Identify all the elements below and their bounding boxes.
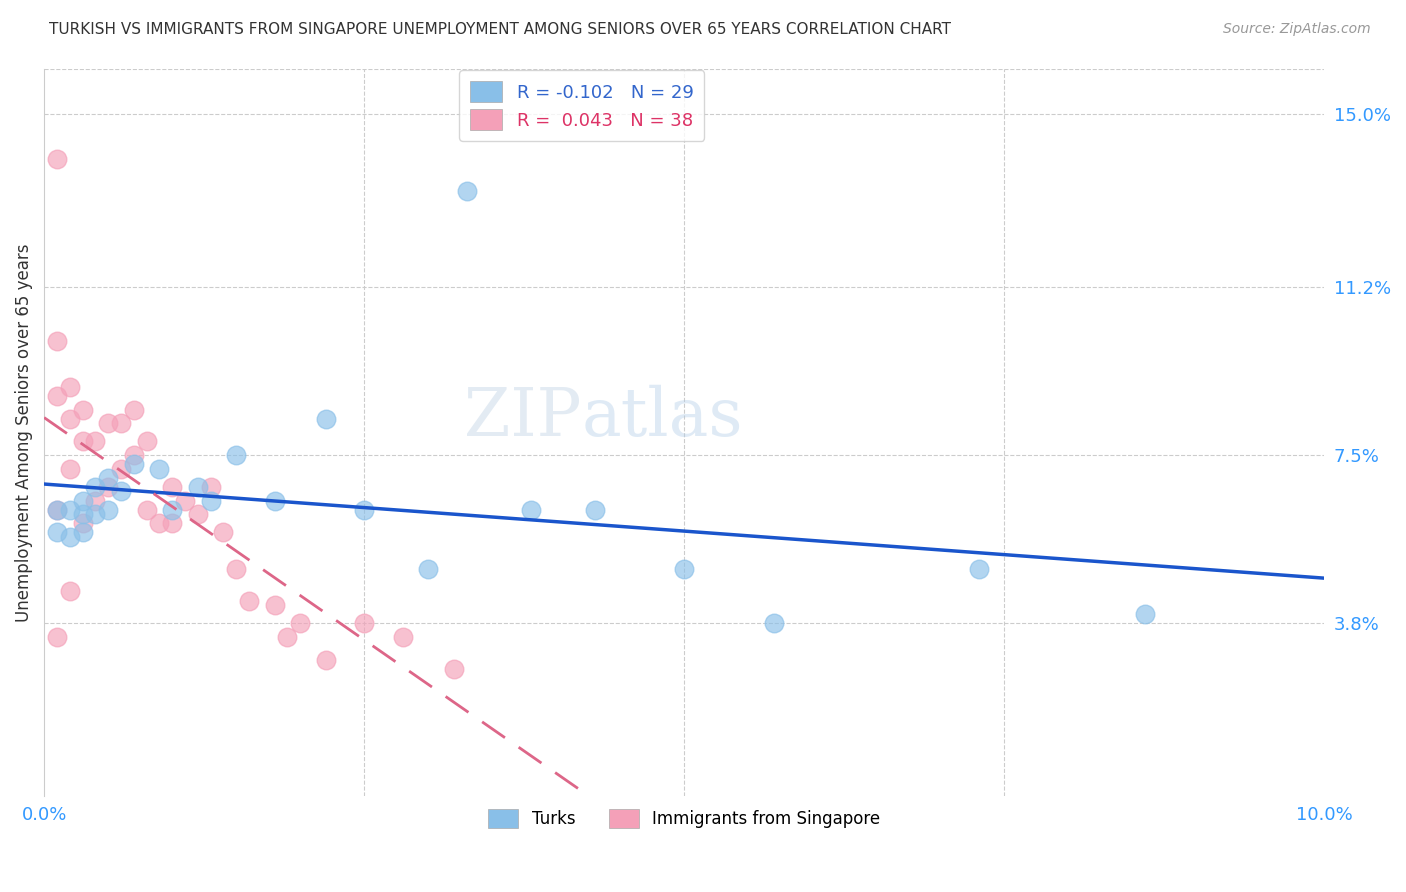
Point [59, 461, 82, 475]
Legend: Turks, Immigrants from Singapore: Turks, Immigrants from Singapore [482, 803, 887, 835]
Point [84, 507, 107, 521]
Point [72, 507, 94, 521]
Point [72, 402, 94, 417]
Point [148, 461, 170, 475]
Point [84, 493, 107, 508]
Point [72, 434, 94, 449]
Point [72, 516, 94, 531]
Point [315, 653, 337, 667]
Point [84, 480, 107, 494]
Point [238, 593, 260, 607]
Point [315, 411, 337, 425]
Point [59, 530, 82, 544]
Point [110, 484, 132, 499]
Point [353, 616, 375, 631]
Point [45, 630, 67, 644]
Point [59, 584, 82, 599]
Point [673, 562, 696, 576]
Point [174, 493, 197, 508]
Point [967, 562, 990, 576]
Point [148, 516, 170, 531]
Point [72, 525, 94, 540]
Point [1133, 607, 1156, 622]
Text: TURKISH VS IMMIGRANTS FROM SINGAPORE UNEMPLOYMENT AMONG SENIORS OVER 65 YEARS CO: TURKISH VS IMMIGRANTS FROM SINGAPORE UNE… [49, 22, 952, 37]
Point [45, 525, 67, 540]
Point [225, 562, 247, 576]
Point [135, 434, 157, 449]
Point [59, 411, 82, 425]
Point [583, 502, 606, 516]
Point [200, 480, 222, 494]
Point [200, 493, 222, 508]
Point [59, 380, 82, 394]
Point [135, 502, 157, 516]
Point [122, 402, 145, 417]
Text: Source: ZipAtlas.com: Source: ZipAtlas.com [1223, 22, 1371, 37]
Point [59, 502, 82, 516]
Point [288, 616, 311, 631]
Point [443, 662, 465, 676]
Y-axis label: Unemployment Among Seniors over 65 years: Unemployment Among Seniors over 65 years [15, 243, 32, 622]
Point [263, 598, 285, 612]
Point [762, 616, 785, 631]
Point [263, 493, 285, 508]
Point [353, 502, 375, 516]
Point [519, 502, 541, 516]
Point [110, 461, 132, 475]
Point [45, 334, 67, 349]
Point [72, 493, 94, 508]
Point [160, 516, 183, 531]
Point [276, 630, 298, 644]
Point [122, 448, 145, 462]
Point [225, 448, 247, 462]
Point [84, 434, 107, 449]
Point [45, 502, 67, 516]
Point [391, 630, 413, 644]
Point [416, 562, 439, 576]
Point [97, 416, 120, 430]
Point [187, 507, 209, 521]
Point [122, 457, 145, 471]
Point [110, 416, 132, 430]
Point [212, 525, 235, 540]
Point [160, 480, 183, 494]
Point [160, 502, 183, 516]
Point [45, 389, 67, 403]
Point [456, 184, 478, 198]
Point [97, 502, 120, 516]
Point [97, 471, 120, 485]
Point [45, 502, 67, 516]
Text: ZIP: ZIP [464, 385, 582, 450]
Point [45, 153, 67, 167]
Point [187, 480, 209, 494]
Text: atlas: atlas [582, 385, 744, 450]
Point [97, 480, 120, 494]
